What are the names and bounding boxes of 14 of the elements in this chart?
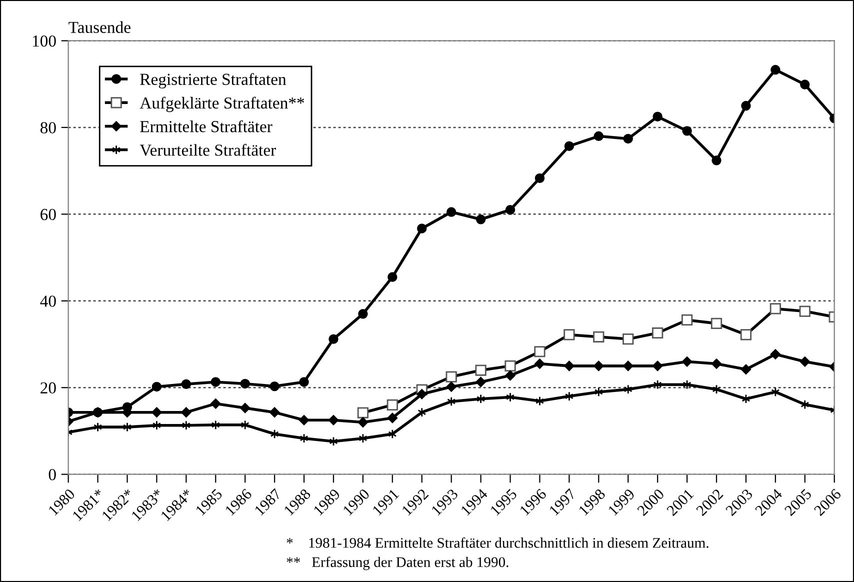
legend-label: Registrierte Straftaten <box>140 73 286 88</box>
y-tick-label: 100 <box>32 35 56 47</box>
y-tick-label: 0 <box>48 469 56 480</box>
y-tick-label: 80 <box>40 122 56 134</box>
legend-label: Aufgeklärte Straftaten** <box>140 96 304 112</box>
text: * 1981-1984 Ermittelte Straftäter durchschnittlich in diesem Zeitraum. <box>286 537 708 548</box>
legend-label: Verurteilte Straftäter <box>140 144 276 156</box>
legend-label: Ermittelte Straftäter <box>140 120 272 132</box>
y-axis-title: Tausende <box>68 21 130 34</box>
x-tick-label: 1991 <box>372 488 400 516</box>
y-tick-label: 40 <box>40 296 56 307</box>
y-tick-label: 60 <box>40 208 56 220</box>
text: ** Erfassung der Daten erst ab 1990. <box>286 556 508 570</box>
y-tick-label: 20 <box>40 382 56 394</box>
